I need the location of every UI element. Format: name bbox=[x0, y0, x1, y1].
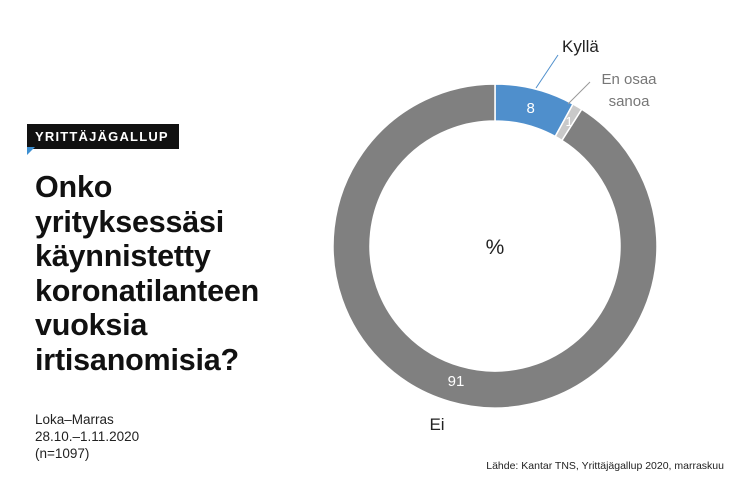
question-line: Onko bbox=[35, 170, 113, 204]
survey-badge: YRITTÄJÄGALLUP bbox=[27, 124, 179, 155]
slice-value-label: 8 bbox=[527, 100, 535, 117]
question-line: vuoksia bbox=[35, 308, 148, 342]
category-label: Ei bbox=[429, 415, 444, 434]
leader-line bbox=[567, 81, 591, 105]
category-label: En osaa bbox=[601, 71, 657, 88]
badge-accent bbox=[27, 147, 35, 155]
category-label: sanoa bbox=[609, 93, 651, 110]
survey-meta: Loka–Marras 28.10.–1.11.2020 (n=1097) bbox=[35, 411, 139, 462]
center-label: % bbox=[486, 236, 505, 259]
survey-dates: 28.10.–1.11.2020 bbox=[35, 429, 140, 444]
donut-slice-ei bbox=[332, 83, 658, 409]
sample-size: (n=1097) bbox=[35, 446, 90, 461]
source-note: Lähde: Kantar TNS, Yrittäjägallup 2020, … bbox=[486, 460, 724, 472]
slice-value-label: 1 bbox=[565, 114, 572, 129]
survey-period: Loka–Marras bbox=[35, 412, 114, 427]
leader-line bbox=[535, 54, 559, 89]
slice-value-label: 91 bbox=[448, 373, 465, 390]
question-line: yrityksessäsi bbox=[35, 204, 225, 239]
category-label: Kyllä bbox=[562, 37, 599, 56]
question-line: käynnistetty bbox=[35, 239, 211, 273]
question-line: koronatilanteen bbox=[35, 273, 260, 308]
badge-label: YRITTÄJÄGALLUP bbox=[27, 124, 179, 149]
survey-question: Onko yrityksessäsi käynnistetty koronati… bbox=[35, 170, 325, 377]
question-line: irtisanomisia? bbox=[35, 342, 239, 377]
